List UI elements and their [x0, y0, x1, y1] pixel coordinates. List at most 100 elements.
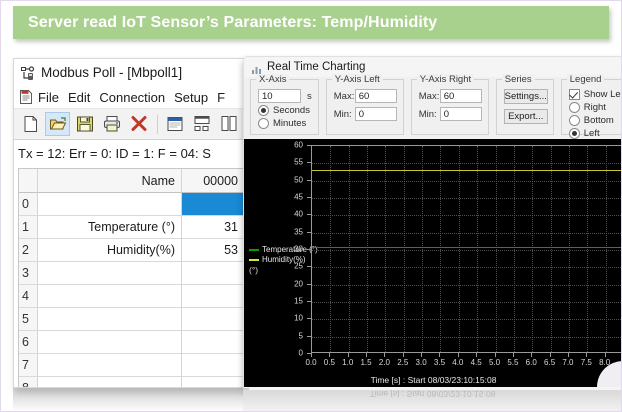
gridline-vertical — [532, 146, 534, 352]
gridline-horizontal — [312, 319, 622, 321]
legend-position-bottom-radio[interactable]: Bottom — [568, 115, 622, 126]
y-right-max-input[interactable]: 60 — [439, 89, 482, 103]
radio-left-icon[interactable] — [568, 128, 580, 139]
y-axis-left-group-title: Y-Axis Left — [331, 74, 383, 85]
real-time-charting-window[interactable]: Real Time Charting X-Axis 10 s Seconds M… — [243, 56, 622, 390]
tile-horizontal-icon[interactable] — [189, 112, 214, 136]
table-row[interactable]: 0 — [19, 193, 244, 216]
modbus-data-grid[interactable]: Name 00000 0 1 Temperature (°) 31 2 Humi… — [18, 168, 245, 387]
modbus-window-title: Modbus Poll - [Mbpoll1] — [41, 65, 183, 80]
menu-item-setup[interactable]: Setup — [174, 89, 209, 105]
row-name[interactable] — [38, 285, 182, 308]
gridline-horizontal — [312, 250, 622, 251]
tile-vertical-icon[interactable] — [216, 112, 241, 136]
table-row[interactable]: 7 — [19, 354, 244, 377]
modbus-menubar[interactable]: File Edit Connection Setup F — [14, 86, 248, 108]
y-right-min-input[interactable]: 0 — [439, 107, 482, 121]
row-name[interactable] — [38, 308, 182, 331]
table-row[interactable]: 6 — [19, 331, 244, 354]
y-left-max-input[interactable]: 60 — [354, 89, 397, 103]
row-name[interactable] — [38, 354, 182, 377]
chart-window-reflection: Time [s] : Start 08/03/23:10:15:08 — [243, 390, 622, 412]
y-tick-label: 25 — [294, 261, 303, 271]
y-left-min-input[interactable]: 0 — [354, 107, 397, 121]
row-value[interactable] — [182, 285, 244, 308]
gridline-horizontal — [312, 180, 622, 182]
table-row[interactable]: 1 Temperature (°) 31 — [19, 216, 244, 239]
table-row[interactable]: 5 — [19, 308, 244, 331]
y-tick-label: 35 — [294, 227, 303, 237]
chart-icon — [251, 62, 262, 74]
row-value[interactable]: 31 — [182, 216, 244, 239]
chart-canvas — [311, 145, 622, 353]
gridline-horizontal — [312, 198, 622, 199]
legend-position-right-radio[interactable]: Right — [568, 102, 622, 113]
legend-position-left-radio[interactable]: Left — [568, 128, 622, 139]
x-tick-label: 0.0 — [305, 358, 317, 367]
series-settings-button[interactable]: Settings... — [503, 89, 548, 104]
new-file-icon[interactable] — [18, 112, 43, 136]
x-axis-span-input[interactable]: 10 — [258, 89, 301, 103]
legend-swatch-temperature — [249, 248, 259, 251]
legend-left-label: Left — [583, 128, 600, 139]
chart-controls-panel[interactable]: X-Axis 10 s Seconds Minutes Y-Axis Left — [244, 74, 622, 139]
status-text: Tx = 12: Err = 0: ID = 1: F = 04: S — [18, 145, 211, 161]
x-tick-label: 1.0 — [342, 358, 354, 367]
radio-minutes-icon[interactable] — [258, 118, 269, 129]
row-name[interactable]: Temperature (°) — [38, 216, 182, 239]
series-group: Series Settings... Export... — [495, 74, 554, 135]
menu-item-edit[interactable]: Edit — [67, 89, 91, 105]
modbus-poll-window[interactable]: Modbus Poll - [Mbpoll1] File Edit Connec… — [13, 58, 249, 388]
series-export-button[interactable]: Export... — [503, 109, 548, 124]
table-row[interactable]: 8 — [19, 377, 244, 387]
chart-window-title: Real Time Charting — [267, 61, 366, 73]
row-name[interactable] — [38, 193, 182, 216]
delete-x-icon[interactable] — [126, 112, 151, 136]
x-tick-mark — [384, 353, 386, 357]
open-folder-icon[interactable] — [45, 112, 70, 136]
radio-right-icon[interactable] — [568, 102, 580, 113]
row-value[interactable] — [182, 308, 244, 331]
window-icon[interactable] — [162, 112, 187, 136]
row-value[interactable]: 53 — [182, 239, 244, 262]
toolbar-separator — [157, 114, 158, 134]
row-name[interactable]: Humidity(%) — [38, 239, 182, 262]
menu-item-functions[interactable]: F — [217, 89, 226, 105]
menu-item-connection[interactable]: Connection — [99, 89, 166, 105]
legend-group-title: Legend — [566, 74, 605, 85]
x-tick-label: 6.5 — [544, 358, 556, 367]
modbus-toolbar[interactable] — [14, 108, 248, 140]
table-row[interactable]: 3 — [19, 262, 244, 285]
gridline-vertical — [513, 146, 515, 352]
row-name[interactable] — [38, 331, 182, 354]
menu-item-file[interactable]: File — [38, 89, 59, 105]
show-legend-checkbox[interactable]: Show Legend — [568, 89, 622, 100]
save-disk-icon[interactable] — [72, 112, 97, 136]
gridline-vertical — [403, 146, 405, 352]
row-value[interactable] — [182, 377, 244, 387]
radio-seconds-icon[interactable] — [258, 105, 269, 116]
row-name[interactable] — [38, 377, 182, 387]
x-tick-label: 4.5 — [470, 358, 482, 367]
gridline-horizontal — [312, 215, 622, 217]
row-value[interactable] — [182, 354, 244, 377]
row-value[interactable] — [182, 262, 244, 285]
row-name[interactable] — [38, 262, 182, 285]
checkbox-checked-icon[interactable] — [568, 89, 580, 100]
row-value[interactable] — [182, 193, 244, 216]
x-tick-label: 6.0 — [525, 358, 537, 367]
chart-plot-area[interactable]: (°) Temperature (°) Humidity(%) 60 55 50 45… — [244, 139, 622, 387]
y-left-max-label: Max: — [333, 90, 355, 102]
x-axis-seconds-radio[interactable]: Seconds — [258, 105, 312, 116]
table-row[interactable]: 4 — [19, 285, 244, 308]
modbus-titlebar[interactable]: Modbus Poll - [Mbpoll1] — [14, 59, 248, 86]
x-axis-minutes-radio[interactable]: Minutes — [258, 118, 312, 129]
row-value[interactable] — [182, 331, 244, 354]
print-icon[interactable] — [99, 112, 124, 136]
table-row[interactable]: 2 Humidity(%) 53 — [19, 239, 244, 262]
chart-titlebar[interactable]: Real Time Charting — [244, 57, 622, 77]
radio-bottom-icon[interactable] — [568, 115, 580, 126]
grid-header-index — [19, 169, 38, 193]
x-tick-mark — [402, 353, 404, 357]
y-axis-right-group: Y-Axis Right Max: 60 Min: 0 — [410, 74, 489, 135]
